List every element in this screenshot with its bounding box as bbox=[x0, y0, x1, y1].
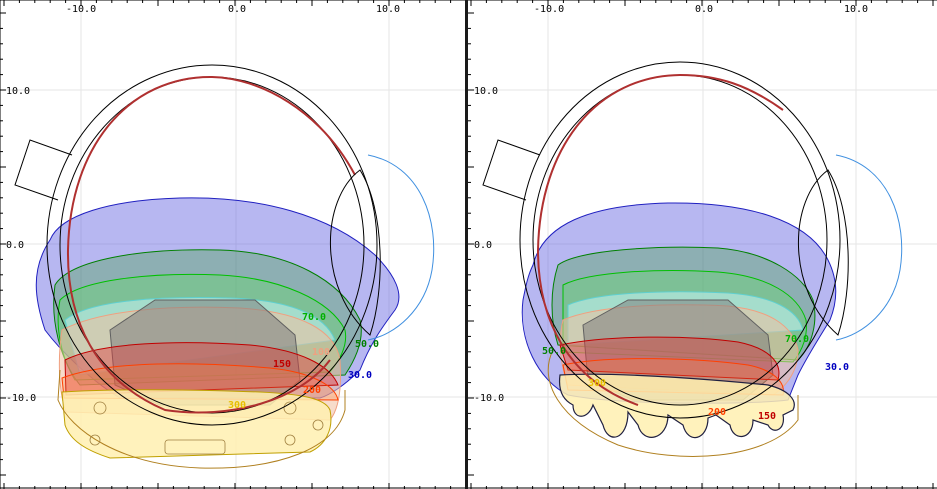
plaque-outline bbox=[547, 349, 799, 457]
eye-outer-outline bbox=[519, 61, 841, 419]
isodose-label: 30.0 bbox=[825, 362, 849, 373]
dose-plot-right[interactable]: -10.0 0.0 10.0 10.0 0.0 -10.0 50.0 70.0 … bbox=[468, 0, 937, 489]
lens-outline bbox=[797, 169, 849, 336]
grid-right bbox=[468, 0, 937, 489]
cornea-arc bbox=[367, 154, 435, 341]
isodose-label: 300 bbox=[588, 378, 606, 389]
plaque-seeds bbox=[89, 401, 324, 455]
isodose-label: 150 bbox=[273, 359, 291, 370]
isodose-label: 50.0 bbox=[355, 339, 379, 350]
optic-nerve bbox=[14, 139, 73, 201]
y-tick-label: 0.0 bbox=[474, 240, 492, 251]
x-tick-label: 0.0 bbox=[695, 4, 713, 15]
retina-contour bbox=[66, 75, 356, 414]
eye-outer-outline bbox=[46, 64, 378, 426]
side-ticks-right bbox=[468, 12, 474, 476]
y-tick-label: 0.0 bbox=[6, 240, 24, 251]
panel-divider bbox=[464, 0, 468, 489]
top-ticks-left bbox=[3, 0, 452, 6]
isodose-label: 150 bbox=[758, 411, 776, 422]
isodose-label: 300 bbox=[228, 400, 246, 411]
dose-view-left[interactable]: -10.0 0.0 10.0 10.0 0.0 -10.0 70.0 50.0 … bbox=[0, 0, 465, 489]
cornea-arc bbox=[835, 154, 903, 341]
isodose-label: 70.0 bbox=[785, 334, 809, 345]
optic-nerve bbox=[482, 139, 541, 201]
tick-marks-left bbox=[0, 0, 465, 489]
x-tick-label: 0.0 bbox=[228, 4, 246, 15]
y-tick-label: -10.0 bbox=[474, 393, 504, 404]
isodose-label: 50.0 bbox=[542, 346, 566, 357]
isodose-label: 200 bbox=[303, 385, 321, 396]
top-ticks-right bbox=[470, 0, 934, 6]
y-tick-label: 10.0 bbox=[474, 86, 498, 97]
x-tick-label: -10.0 bbox=[534, 4, 564, 15]
retina-contour bbox=[536, 73, 784, 406]
plaque-outline bbox=[57, 369, 346, 469]
x-tick-label: 10.0 bbox=[844, 4, 868, 15]
isodose-label: 200 bbox=[708, 407, 726, 418]
dose-plot-left[interactable]: -10.0 0.0 10.0 10.0 0.0 -10.0 70.0 50.0 … bbox=[0, 0, 465, 489]
isodose-label: 30.0 bbox=[348, 370, 372, 381]
dose-view-right[interactable]: -10.0 0.0 10.0 10.0 0.0 -10.0 50.0 70.0 … bbox=[468, 0, 937, 489]
lens-outline bbox=[329, 169, 381, 336]
bottom-ticks-left bbox=[3, 483, 452, 489]
x-tick-label: -10.0 bbox=[66, 4, 96, 15]
isodose-label: 70.0 bbox=[302, 312, 326, 323]
x-tick-label: 10.0 bbox=[376, 4, 400, 15]
isodose-label: 100 bbox=[312, 347, 330, 358]
isodose-150-region bbox=[64, 342, 339, 396]
y-tick-label: 10.0 bbox=[6, 86, 30, 97]
side-ticks-left bbox=[0, 12, 6, 476]
y-tick-label: -10.0 bbox=[6, 393, 36, 404]
